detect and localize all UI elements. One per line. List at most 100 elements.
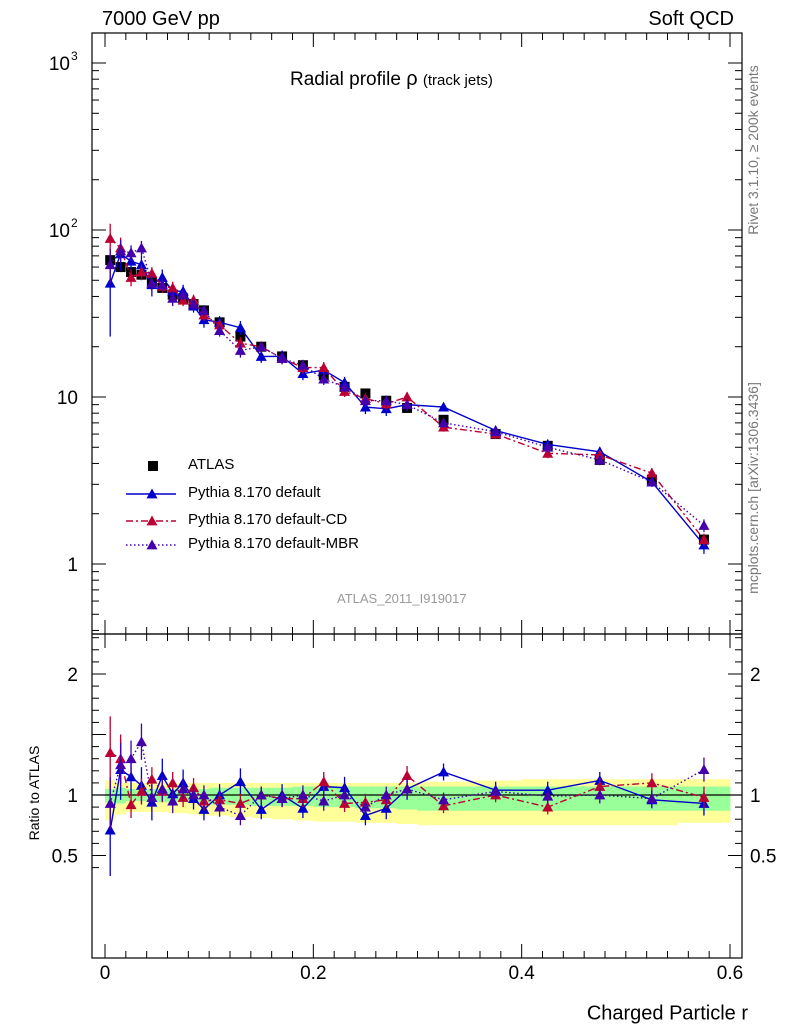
mc-point [401, 391, 413, 402]
mc-point [698, 534, 710, 544]
mc-point [234, 344, 246, 355]
ratio-point [104, 797, 116, 808]
ratio-point [135, 736, 147, 747]
legend-marker-3 [146, 539, 158, 550]
mc-point [146, 277, 158, 288]
ratio-point [542, 790, 554, 801]
mc-point [104, 232, 116, 243]
ratio-point [156, 770, 168, 781]
y-tick-label: 10 [49, 54, 70, 75]
mcplots-label: mcplots.cern.ch [arXiv:1306.3436] [745, 382, 761, 594]
mc-point [167, 292, 179, 303]
ratio-point [438, 794, 450, 805]
ratio-point [401, 770, 413, 781]
ratio-point [188, 789, 200, 800]
mc-point [135, 242, 147, 253]
x-tick-label: 0.2 [300, 963, 326, 984]
mc-point [594, 449, 606, 460]
ratio-point [698, 764, 710, 774]
mc-point [438, 417, 450, 428]
mc-point [401, 399, 413, 410]
ratio-point [198, 789, 210, 800]
mc-point [135, 259, 147, 270]
mc-point [380, 395, 392, 406]
mc-point [698, 520, 710, 530]
ratio-point [255, 804, 267, 814]
mc-point [646, 467, 658, 478]
rivet-label: Rivet 3.1.10, ≥ 200k events [745, 65, 761, 235]
mc-point [318, 362, 330, 372]
atlas-point [235, 331, 246, 342]
mc-point [146, 267, 158, 278]
ratio-point [401, 783, 413, 794]
mc-point [177, 289, 189, 300]
legend-marker-2 [146, 515, 158, 526]
y-tick-label: 10 [49, 221, 70, 242]
ratio-point [698, 791, 710, 802]
title-group: Radial profile ρ (track jets) [290, 68, 493, 91]
mc-point [125, 247, 137, 258]
mc-point [234, 322, 246, 333]
ratio-point [146, 773, 158, 784]
legend-label-default: Pythia 8.170 default [188, 484, 321, 501]
mc-point [594, 454, 606, 465]
mc-point [198, 304, 210, 315]
y-tick-exponent: 2 [71, 216, 78, 230]
mc-point [490, 426, 502, 437]
mc-point [438, 401, 450, 412]
mc-point [318, 373, 330, 384]
ratio-point [167, 795, 179, 806]
legend-label-cd: Pythia 8.170 default-CD [188, 511, 348, 528]
legend-marker-atlas [148, 461, 158, 471]
mc-point [115, 245, 127, 256]
x-tick-label: 0.4 [508, 963, 535, 984]
mc-point [214, 319, 226, 330]
ratio-point [646, 793, 658, 804]
ratio-point [234, 797, 246, 808]
series-line-3 [109, 247, 705, 527]
ratio-axis-label: Ratio to ATLAS [26, 745, 42, 841]
mc-point [276, 353, 288, 363]
ratio-point [380, 789, 392, 800]
analysis-label: ATLAS_2011_I919017 [337, 591, 467, 606]
mc-point [125, 271, 137, 282]
ratio-point [234, 810, 246, 820]
ratio-point [594, 789, 606, 800]
mc-point [156, 271, 168, 282]
ratio-point [135, 785, 147, 796]
y-tick-label: 10 [57, 388, 78, 409]
mc-point [339, 381, 351, 392]
mc-point [542, 441, 554, 452]
ratio-point [115, 759, 127, 770]
legend-label-atlas: ATLAS [188, 456, 235, 473]
chart-title-symbol: ρ [406, 68, 418, 90]
ratio-point [167, 777, 179, 788]
ratio-point [276, 793, 288, 804]
ratio-y-tick-label: 1 [67, 786, 78, 807]
x-tick-label: 0.6 [717, 963, 743, 984]
mc-point [542, 447, 554, 458]
ratio-point [438, 766, 450, 777]
chart-title: Radial profile [290, 69, 401, 90]
mc-point [188, 298, 200, 309]
mc-point [214, 325, 226, 335]
ratio-y-tick-label-right: 1 [750, 786, 761, 807]
mc-point [167, 282, 179, 293]
ratio-point [214, 801, 226, 812]
mc-point [255, 350, 267, 361]
ratio-y-tick-label: 0.5 [52, 847, 78, 868]
ratio-point [156, 783, 168, 794]
chart-title-sub: (track jets) [422, 72, 493, 89]
ratio-point [318, 795, 330, 806]
ratio-y-tick-label: 2 [67, 665, 78, 686]
ratio-point [339, 789, 351, 800]
mc-point [234, 337, 246, 348]
x-axis-label: Charged Particle r [586, 1002, 748, 1025]
ratio-point [104, 747, 116, 758]
header-right: Soft QCD [648, 8, 734, 30]
ratio-point [177, 783, 189, 794]
mc-point [135, 266, 147, 277]
mc-point [359, 395, 371, 406]
ratio-point [318, 776, 330, 787]
